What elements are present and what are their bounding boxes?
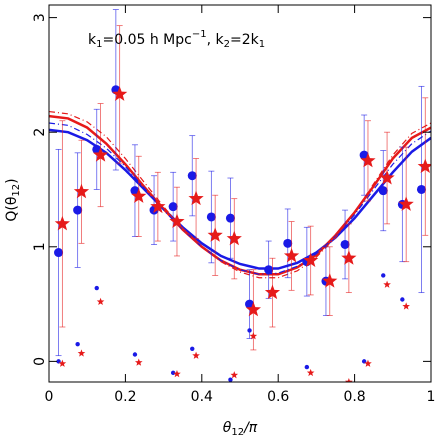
point (206, 212, 216, 222)
point (398, 196, 414, 211)
point (131, 188, 147, 203)
point (345, 378, 353, 382)
x-tick-label: 0 (45, 389, 54, 405)
point (303, 252, 319, 268)
curve (49, 128, 431, 270)
point (170, 370, 176, 376)
point (340, 239, 350, 249)
x-tick-label: 0.2 (114, 389, 136, 405)
point (364, 359, 372, 367)
point (92, 147, 109, 162)
point (73, 183, 90, 199)
point (73, 205, 83, 215)
point (192, 351, 200, 359)
x-axis-label: θ12/π (223, 420, 258, 438)
point (304, 364, 310, 370)
point (264, 284, 281, 300)
annotation-part: 1 (96, 39, 102, 50)
y-tick-label: 2 (32, 128, 48, 137)
point (378, 186, 388, 196)
point (150, 198, 166, 214)
y-tick-label: 3 (32, 13, 48, 22)
point (383, 280, 391, 288)
point (168, 202, 178, 212)
x-tick-label: 0.4 (191, 389, 213, 405)
annotation-part: k (88, 32, 97, 48)
point (188, 190, 204, 206)
point (341, 250, 357, 265)
point (230, 371, 239, 379)
point (94, 285, 99, 291)
point (207, 227, 223, 242)
y-tick-label: 1 (32, 242, 48, 251)
y-axis-label-part: Q(θ (4, 197, 20, 222)
y-tick-label: 0 (32, 357, 48, 366)
point (112, 86, 128, 101)
frame (48, 4, 432, 383)
point (283, 238, 293, 248)
y-axis-label-part: 12 (11, 184, 22, 197)
x-axis-label-part: 12 (231, 427, 244, 438)
x-axis-label-part: /π (242, 420, 258, 436)
point (400, 297, 405, 302)
point (187, 171, 197, 181)
point (132, 352, 138, 357)
point (228, 377, 233, 382)
point (417, 158, 431, 174)
point (283, 247, 300, 263)
curve (49, 110, 431, 279)
y-axis-label-part: ) (4, 178, 20, 183)
point (360, 152, 376, 168)
annotation-part: , k (207, 32, 225, 48)
point (322, 273, 338, 288)
point (245, 301, 261, 317)
point (77, 349, 86, 357)
annotation-part: 1 (259, 39, 265, 50)
point (134, 358, 143, 366)
x-tick-label: 1 (427, 389, 436, 405)
point (75, 341, 80, 347)
point (190, 346, 195, 351)
annotation-part: −1 (192, 29, 207, 40)
x-axis-label-part: θ (223, 420, 232, 436)
curve (49, 122, 431, 275)
point (96, 297, 105, 306)
point (402, 302, 410, 310)
point (54, 248, 64, 258)
point (379, 170, 395, 185)
point (225, 213, 235, 223)
point (54, 215, 70, 231)
point (173, 369, 181, 378)
point (247, 328, 252, 333)
point (306, 368, 315, 377)
annotation: k1=0.05 h Mpc−1, k2=2k1 (88, 29, 265, 50)
point (381, 273, 386, 278)
x-tick-label: 0.8 (343, 389, 365, 405)
x-tick-label: 0.6 (267, 389, 289, 405)
annotation-part: =0.05 h Mpc (102, 32, 191, 48)
point (249, 332, 258, 340)
point (264, 265, 274, 275)
plot-area (49, 9, 431, 382)
point (416, 184, 426, 194)
annotation-part: 2 (224, 39, 230, 50)
point (226, 230, 242, 246)
y-axis-label: Q(θ12) (4, 178, 22, 221)
annotation-part: =2k (230, 32, 260, 48)
point (58, 359, 67, 367)
curve (49, 114, 431, 276)
point (169, 213, 185, 229)
